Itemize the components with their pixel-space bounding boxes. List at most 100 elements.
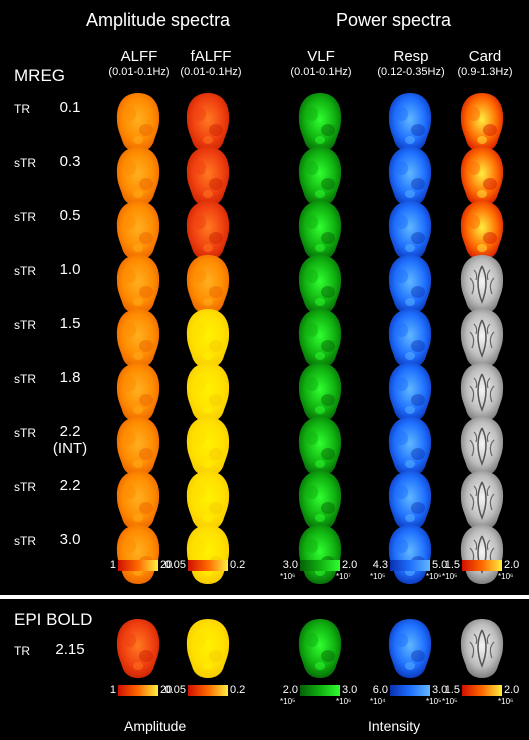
colorbar-max-exponent: *10⁵ — [426, 697, 442, 706]
brain-map-vlf — [294, 306, 346, 370]
brain-image — [460, 309, 504, 368]
brain-image — [116, 471, 160, 530]
row-label: sTR — [14, 426, 36, 440]
brain-image — [388, 93, 432, 152]
brain-image — [186, 255, 230, 314]
colorbar-max: 3.0 — [432, 684, 448, 696]
brain-image — [186, 525, 230, 584]
brain-image — [186, 93, 230, 152]
intensity-axis-label: Intensity — [368, 718, 421, 734]
brain-image — [298, 309, 342, 368]
brain-map-alff — [112, 522, 164, 586]
brain-image — [298, 93, 342, 152]
colorbar-resp — [390, 560, 430, 571]
brain-map-alff — [112, 198, 164, 262]
brain-map-vlf — [294, 144, 346, 208]
brain-image — [116, 525, 160, 584]
colorbar-alff — [118, 685, 158, 696]
brain-image — [388, 309, 432, 368]
brain-map-card — [456, 144, 508, 208]
colorbar-max: 5.0 — [432, 559, 448, 571]
brain-image — [116, 309, 160, 368]
column-range-falff: (0.01-0.1Hz) — [180, 66, 242, 78]
row-value: 0.1 — [59, 99, 81, 116]
brain-map-vlf — [294, 414, 346, 478]
colorbar-max-exponent: *10⁶ — [426, 572, 442, 581]
brain-map-card — [456, 306, 508, 370]
brain-image — [388, 619, 432, 678]
row-value: 1.5 — [59, 315, 81, 332]
colorbar-vlf — [300, 685, 340, 696]
brain-image — [298, 363, 342, 422]
brain-map-vlf — [294, 468, 346, 532]
row-value: 2.2 — [59, 423, 81, 440]
row-value: 0.5 — [59, 207, 81, 224]
epi-row-value: 2.15 — [55, 641, 85, 658]
brain-map-card — [456, 414, 508, 478]
epi-brain-map-vlf — [294, 616, 346, 680]
row-label: sTR — [14, 264, 36, 278]
colorbar-min: 0.05 — [164, 684, 186, 696]
colorbar-max: 2.0 — [342, 559, 358, 571]
brain-map-alff — [112, 252, 164, 316]
colorbar-max: 3.0 — [342, 684, 358, 696]
colorbar-min: 6.0 — [372, 684, 388, 696]
row-label: sTR — [14, 318, 36, 332]
epi-brain-map-card — [456, 616, 508, 680]
brain-image — [186, 471, 230, 530]
row-label: sTR — [14, 480, 36, 494]
brain-image — [116, 201, 160, 260]
colorbar-max-exponent: *10⁶ — [498, 572, 514, 581]
brain-map-resp — [384, 90, 436, 154]
brain-image — [298, 255, 342, 314]
brain-map-card — [456, 360, 508, 424]
brain-image — [116, 147, 160, 206]
brain-map-falff — [182, 360, 234, 424]
row-value: 1.0 — [59, 261, 81, 278]
brain-image — [186, 417, 230, 476]
brain-map-alff — [112, 144, 164, 208]
brain-map-card — [456, 252, 508, 316]
brain-map-resp — [384, 306, 436, 370]
column-range-vlf: (0.01-0.1Hz) — [290, 66, 352, 78]
colorbar-card — [462, 685, 502, 696]
epi-bold-title: EPI BOLD — [14, 610, 93, 629]
colorbar-min: 4.3 — [372, 559, 388, 571]
row-value: 1.8 — [59, 369, 81, 386]
brain-image — [460, 255, 504, 314]
colorbar-max: 0.2 — [230, 559, 246, 571]
brain-image — [186, 309, 230, 368]
brain-map-vlf — [294, 198, 346, 262]
epi-brain-map-alff — [112, 616, 164, 680]
brain-map-vlf — [294, 360, 346, 424]
brain-image — [116, 619, 160, 678]
brain-map-card — [456, 468, 508, 532]
colorbar-min: 1 — [109, 684, 116, 696]
mreg-label: MREG — [14, 66, 65, 85]
brain-image — [388, 471, 432, 530]
epi-brain-map-falff — [182, 616, 234, 680]
brain-map-card — [456, 90, 508, 154]
brain-map-falff — [182, 144, 234, 208]
brain-map-falff — [182, 414, 234, 478]
colorbar-alff — [118, 560, 158, 571]
column-name-resp: Resp — [393, 48, 429, 65]
row-label: sTR — [14, 534, 36, 548]
brain-image — [460, 363, 504, 422]
brain-image — [388, 255, 432, 314]
amplitude-spectra-header: Amplitude spectra — [86, 10, 231, 30]
brain-image — [116, 417, 160, 476]
row-label: sTR — [14, 210, 36, 224]
brain-map-falff — [182, 198, 234, 262]
column-range-card: (0.9-1.3Hz) — [457, 66, 513, 78]
brain-image — [460, 93, 504, 152]
row-value: 2.2 — [59, 477, 81, 494]
row-value-sub: (INT) — [52, 440, 88, 457]
colorbar-max: 20 — [160, 559, 173, 571]
column-range-resp: (0.12-0.35Hz) — [377, 66, 445, 78]
brain-map-vlf — [294, 252, 346, 316]
brain-image — [298, 417, 342, 476]
brain-image — [116, 93, 160, 152]
colorbar-min: 1 — [109, 559, 116, 571]
column-name-alff: ALFF — [120, 48, 158, 65]
